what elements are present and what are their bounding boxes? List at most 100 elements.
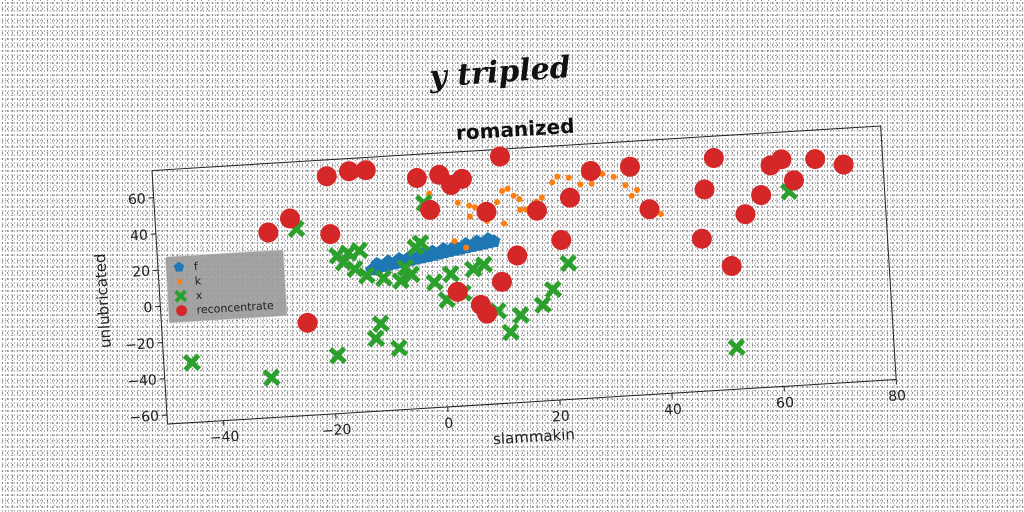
data-point: [471, 204, 478, 211]
data-point: [258, 222, 279, 243]
data-point: [466, 213, 473, 220]
data-point: [470, 234, 484, 248]
x-tick-label: 80: [888, 388, 907, 405]
data-point: [476, 201, 497, 222]
data-point: [367, 329, 386, 348]
data-point: [639, 199, 660, 220]
data-point: [516, 195, 523, 202]
y-tick-label: −20: [125, 336, 155, 354]
data-point: [470, 294, 491, 315]
data-point: [504, 185, 511, 192]
data-point: [751, 185, 772, 206]
data-point: [320, 224, 341, 245]
data-point: [381, 254, 395, 268]
legend-marker: [176, 305, 188, 317]
data-point: [436, 242, 451, 255]
chart-marks: [182, 146, 854, 387]
data-point: [551, 230, 572, 251]
data-point: [622, 182, 629, 189]
plot-frame: [151, 125, 897, 425]
data-point: [447, 281, 468, 302]
x-tick-label: 60: [776, 395, 795, 412]
y-tick-label: 20: [132, 264, 151, 281]
legend-label: reconcentrate: [196, 299, 274, 317]
data-point: [657, 210, 664, 217]
x-axis: −40 −20 0 20 40 60 80: [209, 379, 907, 447]
data-point: [501, 220, 508, 227]
data-point: [451, 238, 458, 245]
data-point: [565, 174, 572, 181]
data-point: [448, 239, 462, 253]
data-point: [559, 187, 580, 208]
legend-label: k: [194, 274, 202, 287]
y-axis-label: unlubricated: [91, 253, 115, 349]
x-tick-label: −20: [321, 422, 351, 440]
data-point: [517, 206, 524, 213]
data-point: [328, 346, 347, 365]
data-point: [511, 306, 530, 325]
data-point: [489, 146, 510, 167]
legend-marker: [177, 279, 183, 285]
data-point: [619, 156, 640, 177]
data-point: [475, 255, 494, 274]
series-x: [182, 182, 799, 387]
data-point: [771, 149, 792, 170]
data-point: [703, 147, 724, 168]
legend-marker: [174, 289, 188, 303]
data-point: [391, 271, 410, 290]
y-tick-label: 40: [130, 227, 149, 244]
data-point: [345, 259, 365, 279]
data-point: [425, 273, 444, 292]
x-axis-label: slammakin: [493, 425, 576, 448]
x-tick-label: 0: [444, 416, 454, 433]
data-point: [297, 312, 318, 333]
data-point: [544, 280, 563, 299]
data-point: [588, 180, 595, 187]
x-tick-label: −40: [209, 429, 239, 447]
chart-title: romanized: [455, 114, 575, 145]
data-point: [694, 179, 715, 200]
legend-label: f: [194, 260, 200, 273]
series-f: [365, 232, 501, 276]
legend-marker: [173, 261, 185, 272]
y-tick-label: −60: [129, 409, 159, 427]
data-point: [533, 295, 552, 314]
x-tick-label: 40: [664, 402, 683, 419]
data-point: [727, 338, 746, 357]
data-point: [338, 161, 359, 182]
data-point: [279, 208, 300, 229]
data-point: [735, 204, 756, 225]
data-point: [499, 187, 506, 194]
data-point: [406, 167, 427, 188]
x-tick-label: 20: [552, 409, 571, 426]
data-point: [357, 266, 376, 285]
data-point: [464, 259, 483, 279]
data-point: [628, 192, 635, 199]
data-point: [441, 264, 460, 284]
data-point: [350, 241, 369, 260]
data-point: [559, 254, 578, 273]
y-tick-label: 60: [127, 191, 146, 208]
data-point: [510, 192, 517, 199]
data-point: [316, 166, 337, 187]
data-point: [599, 170, 606, 177]
data-point: [577, 181, 584, 188]
data-point: [392, 252, 406, 265]
data-point: [491, 271, 512, 292]
data-point: [454, 199, 461, 206]
data-point: [463, 244, 470, 251]
data-point: [501, 323, 520, 342]
data-point: [527, 200, 548, 221]
data-point: [554, 173, 561, 180]
data-point: [507, 245, 528, 266]
data-point: [182, 353, 201, 372]
data-point: [481, 232, 495, 245]
chart-suptitle: y tripled: [427, 50, 571, 95]
data-point: [538, 194, 545, 201]
data-point: [355, 160, 376, 181]
plot-area-group: romanized −40 −20 0 20 40 60 80 −60 −40 −20 0 20 40…: [91, 114, 907, 449]
data-point: [549, 179, 556, 186]
y-tick-label: −40: [127, 372, 157, 390]
